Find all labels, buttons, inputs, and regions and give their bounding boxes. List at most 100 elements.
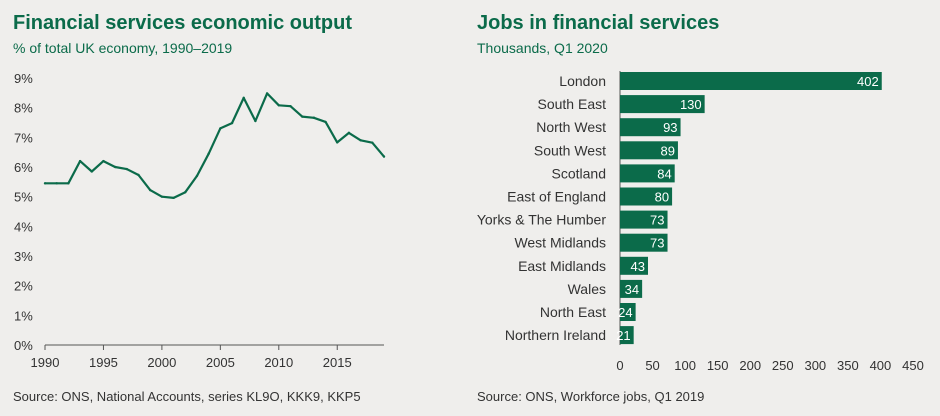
x-tick-label: 250 bbox=[772, 358, 794, 373]
bar bbox=[620, 164, 675, 183]
bar bbox=[620, 303, 636, 321]
data-point bbox=[371, 141, 374, 144]
y-tick-label: 5% bbox=[14, 190, 33, 205]
x-tick-label: 350 bbox=[837, 358, 859, 373]
jobs-chart-source: Source: ONS, Workforce jobs, Q1 2019 bbox=[477, 389, 705, 404]
output-chart-subtitle: % of total UK economy, 1990–2019 bbox=[13, 40, 233, 56]
jobs-chart-panel: Jobs in financial services Thousands, Q1… bbox=[465, 0, 940, 416]
jobs-bar-chart: London 402 South East 130 North West 93 South … bbox=[477, 71, 924, 373]
data-point bbox=[382, 155, 386, 158]
data-point bbox=[113, 165, 117, 169]
x-tick-label: 400 bbox=[870, 358, 892, 373]
jobs-chart-title: Jobs in financial services bbox=[477, 12, 720, 34]
jobs-chart-subtitle: Thousands, Q1 2020 bbox=[477, 40, 608, 56]
output-chart-source: Source: ONS, National Accounts, series K… bbox=[13, 389, 361, 404]
bar-value-label: 73 bbox=[650, 213, 664, 228]
x-tick-label: 150 bbox=[707, 358, 729, 373]
category-label: Scotland bbox=[552, 165, 606, 181]
bar-value-label: 84 bbox=[657, 166, 671, 181]
category-label: North West bbox=[536, 119, 606, 135]
category-label: South West bbox=[534, 142, 606, 158]
category-label: London bbox=[559, 73, 606, 89]
bar-value-label: 89 bbox=[660, 143, 674, 158]
category-label: Wales bbox=[568, 281, 606, 297]
data-point bbox=[300, 115, 304, 118]
x-tick-label: 2005 bbox=[206, 355, 235, 370]
y-tick-label: 1% bbox=[14, 308, 33, 323]
category-label: South East bbox=[538, 96, 607, 112]
data-point bbox=[125, 167, 129, 171]
bar bbox=[620, 326, 634, 345]
x-tick-label: 2015 bbox=[323, 355, 352, 370]
bar-value-label: 93 bbox=[663, 120, 677, 135]
data-point bbox=[184, 191, 187, 194]
bar-value-label: 21 bbox=[616, 328, 630, 343]
category-label: Northern Ireland bbox=[505, 327, 606, 343]
bar-value-label: 43 bbox=[631, 259, 645, 274]
category-label: Yorks & The Humber bbox=[477, 212, 607, 228]
bar-value-label: 80 bbox=[655, 190, 669, 205]
data-point bbox=[324, 120, 327, 124]
y-tick-label: 6% bbox=[14, 160, 33, 175]
category-label: West Midlands bbox=[514, 235, 606, 251]
output-line-chart: 0% 1% 2% 3% 4% 5% 6% 7% 8% 9% 1990 1995 2000 2005 2010… bbox=[14, 71, 386, 370]
data-point bbox=[219, 127, 222, 130]
bar bbox=[620, 256, 648, 275]
bar bbox=[620, 72, 882, 90]
x-tick-label: 100 bbox=[674, 358, 696, 373]
category-label: East of England bbox=[507, 189, 606, 205]
x-tick-label: 2000 bbox=[147, 355, 176, 370]
data-point bbox=[207, 152, 210, 155]
data-point bbox=[265, 92, 269, 95]
y-tick-label: 9% bbox=[14, 71, 33, 86]
bar-value-label: 73 bbox=[650, 236, 664, 251]
data-point bbox=[336, 141, 339, 144]
x-tick-label: 50 bbox=[645, 358, 659, 373]
bar-value-label: 402 bbox=[857, 74, 879, 89]
x-tick-label: 1995 bbox=[89, 355, 118, 370]
bar-value-label: 130 bbox=[680, 97, 702, 112]
bar bbox=[620, 95, 705, 114]
data-point bbox=[78, 159, 82, 163]
y-tick-label: 3% bbox=[14, 249, 33, 264]
data-point bbox=[172, 196, 175, 200]
data-point bbox=[55, 182, 58, 185]
y-tick-label: 0% bbox=[14, 338, 33, 353]
data-point bbox=[347, 131, 351, 135]
output-chart-title: Financial services economic output bbox=[13, 12, 352, 34]
x-tick-label: 2010 bbox=[264, 355, 293, 370]
data-point bbox=[102, 159, 105, 163]
y-tick-label: 7% bbox=[14, 130, 33, 145]
bar-value-label: 34 bbox=[625, 282, 639, 297]
data-point bbox=[90, 170, 93, 173]
output-chart-panel: Financial services economic output % of … bbox=[0, 0, 400, 416]
bar bbox=[620, 210, 668, 229]
data-point bbox=[67, 182, 70, 185]
x-tick-label: 200 bbox=[739, 358, 761, 373]
x-tick-label: 450 bbox=[902, 358, 924, 373]
data-point bbox=[230, 121, 234, 125]
x-tick-label: 0 bbox=[616, 358, 623, 373]
y-tick-label: 2% bbox=[14, 279, 33, 294]
bar bbox=[620, 141, 678, 160]
bar-value-label: 24 bbox=[618, 305, 632, 320]
data-point bbox=[254, 119, 257, 123]
bar bbox=[620, 118, 681, 137]
data-point bbox=[289, 104, 292, 108]
x-tick-label: 300 bbox=[804, 358, 826, 373]
bar bbox=[620, 187, 673, 206]
data-point bbox=[359, 139, 362, 142]
y-tick-label: 4% bbox=[14, 219, 33, 234]
data-point bbox=[137, 173, 140, 177]
output-series-line bbox=[45, 92, 385, 199]
category-label: North East bbox=[540, 304, 606, 320]
category-label: East Midlands bbox=[518, 258, 606, 274]
data-point bbox=[312, 116, 316, 119]
y-tick-label: 8% bbox=[14, 101, 33, 116]
bar bbox=[620, 279, 643, 298]
data-point bbox=[160, 195, 164, 198]
data-point bbox=[195, 174, 199, 178]
data-point bbox=[149, 188, 152, 192]
data-point bbox=[277, 104, 280, 107]
x-tick-label: 1990 bbox=[31, 355, 60, 370]
